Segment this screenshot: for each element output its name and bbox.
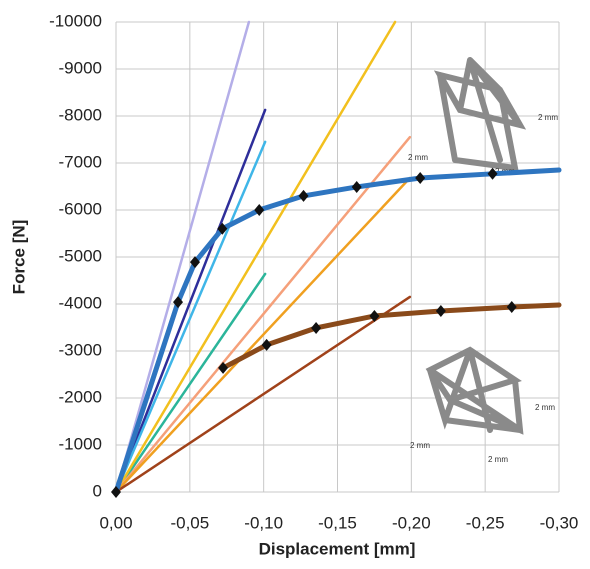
y-tick-label: -8000	[59, 105, 102, 124]
y-tick-label: 0	[93, 481, 102, 500]
marker	[369, 310, 379, 322]
marker	[436, 305, 446, 317]
marker	[311, 322, 321, 334]
x-tick-label: -0,20	[392, 513, 431, 532]
y-tick-label: -10000	[49, 11, 102, 30]
y-tick-label: -5000	[59, 246, 102, 265]
annotation: 2 mm	[538, 113, 558, 122]
x-tick-label: -0,30	[540, 513, 579, 532]
x-tick-label: -0,15	[318, 513, 357, 532]
x-tick-label: -0,25	[466, 513, 505, 532]
marker	[415, 172, 425, 184]
series-line	[116, 297, 410, 492]
marker	[299, 190, 309, 202]
x-tick-label: 0,00	[99, 513, 132, 532]
y-tick-label: -9000	[59, 58, 102, 77]
y-tick-label: -2000	[59, 387, 102, 406]
series-line	[116, 274, 265, 492]
chart: Force [N] Displacement [mm] 2 mm 2 mm 2 …	[0, 0, 590, 564]
lattice-bottom: 2 mm 2 mm 2 mm	[410, 350, 555, 464]
y-tick-label: -6000	[59, 199, 102, 218]
marker	[507, 301, 517, 313]
y-axis-label: Force [N]	[9, 220, 28, 295]
y-tick-label: -4000	[59, 293, 102, 312]
y-tick-label: -7000	[59, 152, 102, 171]
y-tick-label: -1000	[59, 434, 102, 453]
marker	[352, 181, 362, 193]
series-line	[116, 137, 410, 492]
series-line	[223, 305, 559, 368]
series-line	[116, 142, 265, 492]
x-axis-label: Displacement [mm]	[259, 539, 416, 558]
annotation: 2 mm	[410, 441, 430, 450]
annotation: 2 mm	[488, 455, 508, 464]
lattice-top: 2 mm 2 mm 2 mm	[408, 60, 558, 176]
x-tick-label: -0,10	[244, 513, 283, 532]
annotation: 2 mm	[408, 153, 428, 162]
y-tick-label: -3000	[59, 340, 102, 359]
series-line	[116, 110, 265, 492]
annotation: 2 mm	[535, 403, 555, 412]
x-tick-label: -0,05	[170, 513, 209, 532]
